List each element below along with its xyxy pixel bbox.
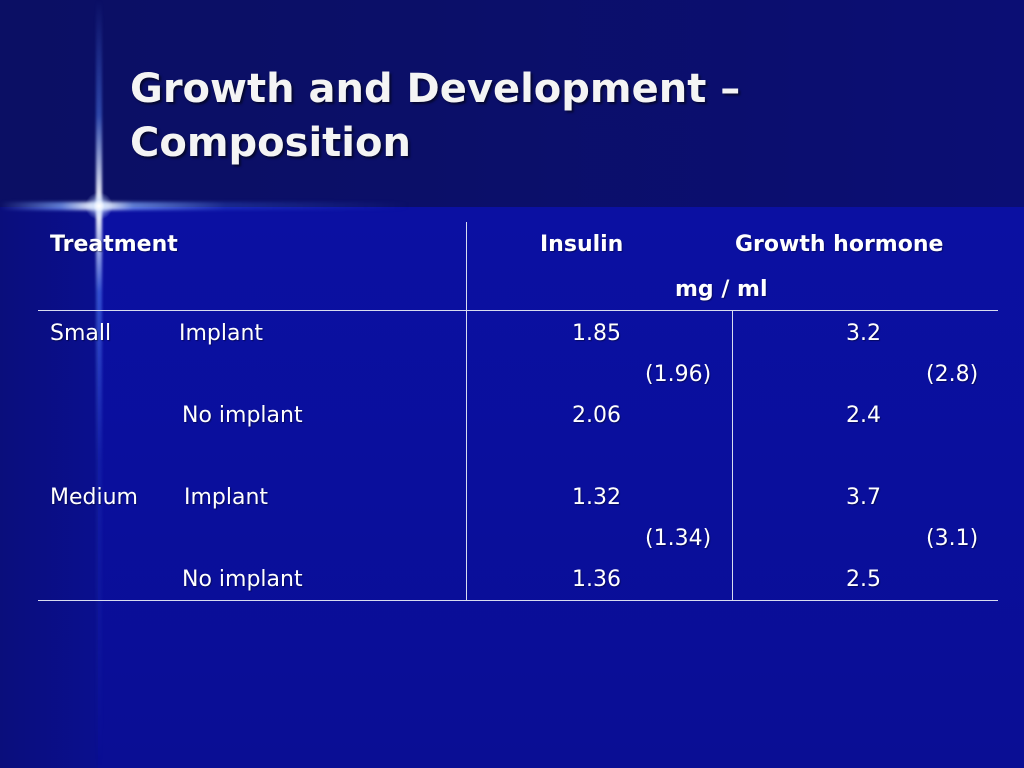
light-flare-star-icon xyxy=(85,192,113,220)
header-units: mg / ml xyxy=(675,277,768,302)
header-band xyxy=(0,0,1024,207)
left-band xyxy=(0,207,98,768)
light-flare-vertical xyxy=(96,0,102,768)
gh-small-no-implant: 2.4 xyxy=(846,403,881,428)
group-label-small: Small xyxy=(50,321,112,346)
treatment-small-implant: Implant xyxy=(179,321,264,346)
group-label-medium: Medium xyxy=(50,485,138,510)
gh-medium-no-implant: 2.5 xyxy=(846,567,881,592)
insulin-medium-no-implant: 1.36 xyxy=(572,567,621,592)
header-treatment: Treatment xyxy=(50,232,178,257)
header-growth-hormone: Growth hormone xyxy=(735,232,944,257)
gh-small-implant: 3.2 xyxy=(846,321,881,346)
content-band xyxy=(0,207,1024,768)
slide-title-line-2: Composition xyxy=(130,120,411,166)
table-divider-vertical-2 xyxy=(732,311,733,601)
light-flare-horizontal xyxy=(0,202,1024,210)
insulin-medium-implant: 1.32 xyxy=(572,485,621,510)
table-divider-vertical-1 xyxy=(466,222,467,601)
slide-title: Growth and Development – Composition xyxy=(130,62,990,170)
treatment-small-no-implant: No implant xyxy=(182,403,303,428)
insulin-small-implant: 1.85 xyxy=(572,321,621,346)
treatment-medium-implant: Implant xyxy=(184,485,269,510)
gh-medium-implant: 3.7 xyxy=(846,485,881,510)
header-insulin: Insulin xyxy=(540,232,624,257)
insulin-small-average: (1.96) xyxy=(645,362,712,387)
insulin-small-no-implant: 2.06 xyxy=(572,403,621,428)
table-header-rule xyxy=(38,310,998,311)
table-bottom-rule xyxy=(38,600,998,601)
slide-title-line-1: Growth and Development – xyxy=(130,66,741,112)
insulin-medium-average: (1.34) xyxy=(645,526,712,551)
gh-small-average: (2.8) xyxy=(926,362,979,387)
treatment-medium-no-implant: No implant xyxy=(182,567,303,592)
gh-medium-average: (3.1) xyxy=(926,526,979,551)
